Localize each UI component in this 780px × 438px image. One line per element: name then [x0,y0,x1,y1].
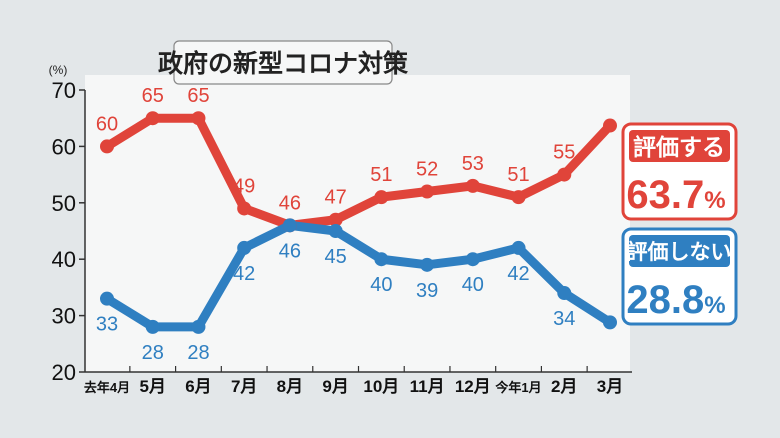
x-tick-label: 8月 [277,377,303,396]
data-point [282,218,297,233]
data-point [603,118,617,133]
data-point [237,240,252,255]
x-tick-label: 5月 [139,377,165,396]
data-label: 40 [370,274,392,296]
y-tick-label: 20 [52,360,76,385]
data-label: 51 [370,164,392,186]
data-label: 45 [325,246,347,268]
y-axis-unit: (%) [49,63,68,77]
data-point [237,201,252,216]
x-tick-label: 11月 [410,377,445,396]
data-label: 60 [96,113,118,135]
data-point [511,240,526,255]
data-point [465,178,480,193]
legend-approve: 評価する 63.7% [621,122,738,221]
data-label: 46 [279,240,301,262]
x-tick-label: 去年4月 [84,380,130,395]
data-point [100,139,114,154]
chart-title: 政府の新型コロナ対策 [158,49,409,78]
data-point [420,184,435,199]
legend-disapprove: 評価しない 28.8% [621,227,738,326]
x-tick-label: 3月 [597,377,623,396]
x-tick-label: 9月 [322,377,348,396]
data-point [328,224,343,238]
legend-approve-value: 63.7 [626,173,704,217]
x-tick-label: 12月 [455,377,491,396]
data-point [465,252,480,267]
data-point [100,291,114,306]
legend-disapprove-label: 評価しない [627,240,732,264]
data-label: 55 [553,142,575,164]
data-point [145,111,160,126]
y-tick-label: 70 [52,78,76,103]
data-point [191,111,206,126]
data-label: 28 [142,342,164,364]
data-label: 42 [233,263,255,285]
data-label: 47 [325,187,347,209]
data-label: 52 [416,159,438,181]
svg-text:63.7%: 63.7% [626,173,725,217]
data-label: 33 [96,314,118,336]
data-label: 53 [462,153,484,175]
data-label: 42 [507,263,529,285]
legend-approve-unit: % [704,187,725,214]
x-tick-label: 2月 [551,377,577,396]
data-point [603,315,617,330]
series-line-disapprove [104,220,613,332]
data-point [191,319,206,334]
svg-text:28.8%: 28.8% [626,278,725,322]
y-tick-label: 60 [52,134,76,159]
data-label: 49 [233,175,255,197]
data-point [328,212,343,227]
data-label: 39 [416,280,438,302]
data-label: 28 [187,342,209,364]
data-label: 65 [187,85,209,107]
data-label: 65 [142,85,164,107]
data-label: 46 [279,192,301,214]
data-point [374,252,389,267]
data-point [374,190,389,205]
x-tick-label: 今年1月 [494,380,541,395]
data-point [557,167,572,182]
y-tick-label: 30 [52,304,76,329]
data-point [145,319,160,334]
data-label: 40 [462,274,484,296]
data-point [511,190,526,205]
data-point [420,257,435,272]
title-box [173,40,393,85]
x-tick-label: 10月 [363,377,399,396]
series-line-approve [104,113,614,230]
data-label: 51 [507,164,529,186]
y-tick-label: 40 [52,247,76,272]
x-tick-label: 7月 [231,377,257,396]
legend-disapprove-unit: % [704,292,725,319]
data-label: 34 [553,308,575,330]
x-tick-label: 6月 [185,377,211,396]
legend-approve-label: 評価する [633,134,725,160]
data-point [557,286,572,301]
legend-disapprove-value: 28.8 [626,278,704,322]
y-tick-label: 50 [52,191,76,216]
